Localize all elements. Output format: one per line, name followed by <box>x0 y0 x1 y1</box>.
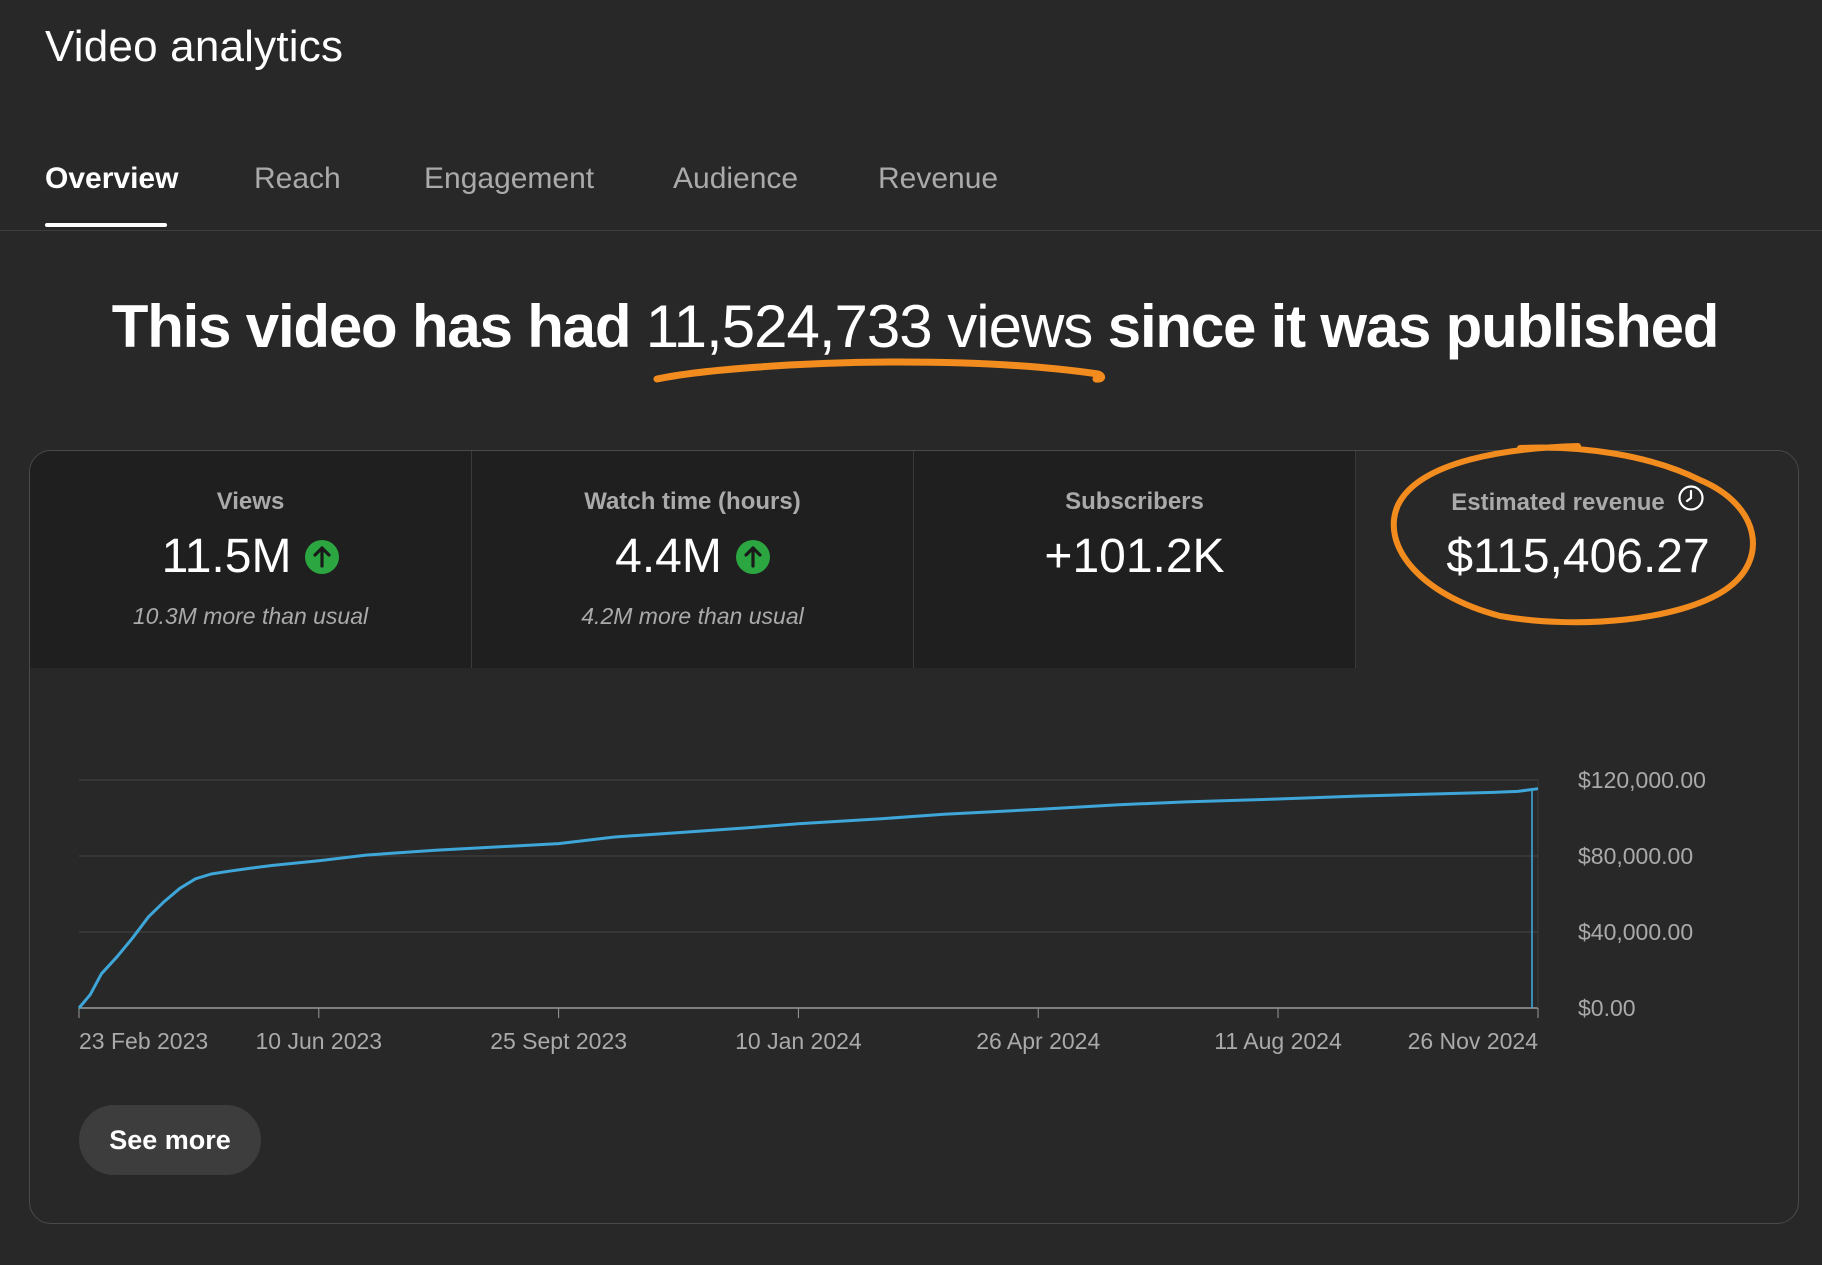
metric-views[interactable]: Views 11.5M 10.3M more than usual <box>30 451 472 668</box>
tab-overview[interactable]: Overview <box>45 162 179 195</box>
x-tick-label: 23 Feb 2023 <box>79 1028 208 1054</box>
y-tick-label: $0.00 <box>1578 995 1636 1021</box>
headline-suffix: since it was published <box>1092 293 1720 360</box>
metric-comparison: 10.3M more than usual <box>132 603 369 629</box>
x-tick-label: 26 Nov 2024 <box>1408 1028 1539 1054</box>
x-tick-label: 10 Jun 2023 <box>255 1028 382 1054</box>
x-tick-label: 26 Apr 2024 <box>976 1028 1100 1054</box>
active-tab-indicator <box>45 223 167 227</box>
metric-value: +101.2K <box>1044 530 1225 583</box>
metric-subscribers[interactable]: Subscribers +101.2K <box>914 451 1356 668</box>
annotation-underline <box>653 358 1106 383</box>
views-headline: This video has had 11,524,733 views sinc… <box>0 292 1822 361</box>
metric-label: Subscribers <box>1065 488 1204 515</box>
x-tick-label: 10 Jan 2024 <box>735 1028 862 1054</box>
y-tick-label: $40,000.00 <box>1578 919 1693 945</box>
metric-value-row: 11.5M <box>30 529 471 584</box>
arrow-up-icon <box>735 539 770 574</box>
revenue-series-line <box>77 787 1539 1009</box>
revenue-line-chart: $0.00 $40,000.00 $80,000.00 $120,000.00 23 F… <box>77 767 1706 1054</box>
y-tick-label: $120,000.00 <box>1578 767 1706 793</box>
tab-reach[interactable]: Reach <box>254 162 341 195</box>
analytics-card: Views 11.5M 10.3M more than usual Watch … <box>29 450 1799 1224</box>
headline-views: 11,524,733 views <box>645 293 1094 360</box>
arrow-up-icon <box>305 539 340 574</box>
tab-engagement[interactable]: Engagement <box>424 162 595 195</box>
metric-value: 4.4M <box>615 530 722 583</box>
tab-audience[interactable]: Audience <box>673 162 799 195</box>
x-tick-label: 11 Aug 2024 <box>1214 1028 1342 1054</box>
tab-bar: Overview Reach Engagement Audience Reven… <box>0 140 1822 231</box>
y-tick-label: $80,000.00 <box>1578 843 1693 869</box>
x-tick-label: 25 Sept 2023 <box>490 1028 627 1054</box>
metric-label: Watch time (hours) <box>584 488 801 515</box>
metric-watch-time[interactable]: Watch time (hours) 4.4M 4.2M more than u… <box>472 451 914 668</box>
metric-value-row: 4.4M <box>472 529 913 584</box>
metric-value-row: +101.2K <box>914 529 1355 584</box>
see-more-button[interactable]: See more <box>79 1105 261 1175</box>
metric-value: 11.5M <box>161 530 292 583</box>
tab-revenue[interactable]: Revenue <box>878 162 999 195</box>
metric-label: Views <box>216 488 285 515</box>
page-title: Video analytics <box>45 22 344 71</box>
metric-comparison: 4.2M more than usual <box>581 603 804 629</box>
headline-prefix: This video has had <box>111 293 646 360</box>
